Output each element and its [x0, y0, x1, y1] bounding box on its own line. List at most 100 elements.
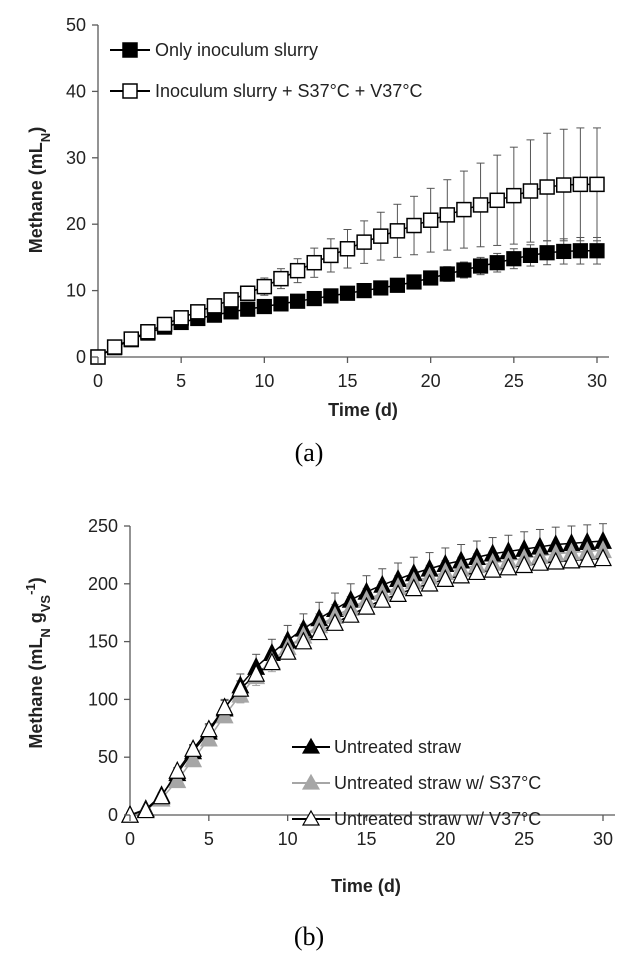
data-point-a-1-12 — [289, 262, 306, 279]
data-point-a-0-9 — [240, 301, 256, 317]
ticks-b: 0 50 100 150 200 250 0 5 10 15 20 25 30 — [88, 516, 613, 849]
y-axis-title-a: Methane (mLN) — [26, 127, 53, 253]
y-axis-title-a-sub: N — [38, 133, 53, 142]
data-point-a-1-30 — [589, 176, 605, 193]
data-point-a-0-10 — [256, 298, 272, 315]
data-point-b-2-28 — [562, 550, 581, 569]
data-point-a-1-5 — [173, 310, 189, 326]
x-tick-label-b-5: 25 — [514, 829, 534, 849]
data-point-b-2-10 — [278, 641, 297, 660]
legend-a-label-1: Inoculum slurry + S37°C + V37°C — [155, 81, 423, 101]
markers-a — [90, 176, 605, 365]
data-point-b-2-20 — [436, 569, 455, 587]
data-point-b-2-9 — [262, 652, 281, 671]
legend-b-label-1: Untreated straw w/ S37°C — [334, 773, 541, 793]
data-point-a-0-16 — [356, 283, 372, 299]
data-point-b-2-3 — [168, 760, 187, 779]
x-tick-label-b-0: 0 — [125, 829, 135, 849]
data-point-a-1-22 — [456, 201, 472, 218]
data-point-a-0-15 — [339, 285, 356, 301]
legend-b-label-0: Untreated straw — [334, 737, 462, 757]
data-point-b-2-2 — [152, 786, 171, 805]
y-tick-label-a-3: 30 — [66, 148, 86, 168]
data-point-a-1-6 — [190, 304, 206, 320]
data-point-b-2-15 — [357, 596, 376, 615]
data-point-a-1-18 — [389, 223, 406, 239]
y-tick-label-a-2: 20 — [66, 214, 86, 234]
data-point-a-1-27 — [539, 179, 555, 195]
data-point-b-2-8 — [247, 663, 266, 682]
data-point-a-0-20 — [423, 270, 439, 286]
panel-label-a: (a) — [295, 438, 324, 467]
data-point-b-2-27 — [546, 551, 565, 570]
x-axis-title-a: Time (d) — [328, 400, 398, 420]
data-point-a-0-22 — [456, 262, 472, 278]
legend-b: Untreated straw Untreated straw w/ S37°C… — [292, 737, 541, 829]
data-point-a-0-28 — [556, 243, 572, 260]
y-tick-label-b-2: 100 — [88, 689, 118, 709]
y-axis-title-b: Methane (mLN gVS-1) — [23, 577, 53, 748]
y-axis-title-a-main: Methane (mL — [26, 142, 46, 253]
y-axis-title-b-sup: -1 — [23, 583, 38, 595]
x-tick-label-a-4: 20 — [421, 371, 441, 391]
y-tick-label-a-5: 50 — [66, 15, 86, 35]
data-point-a-0-21 — [439, 266, 455, 282]
series-line-a-1 — [97, 183, 597, 358]
series-lines-a — [97, 183, 597, 358]
legend-b-marker-2 — [301, 809, 321, 826]
data-point-a-0-17 — [373, 280, 389, 296]
y-tick-label-a-1: 10 — [66, 281, 86, 301]
data-point-a-1-17 — [373, 228, 389, 244]
y-tick-label-a-4: 40 — [66, 81, 86, 101]
chart-a: 0 10 20 30 40 50 0 5 10 15 20 25 30 Time (d) Methane… — [26, 15, 609, 467]
data-point-b-2-5 — [199, 719, 218, 738]
data-point-b-2-26 — [530, 552, 549, 571]
x-tick-label-a-1: 5 — [176, 371, 186, 391]
data-point-a-1-21 — [439, 207, 456, 223]
axes-b — [129, 526, 615, 816]
data-point-a-1-1 — [106, 339, 123, 355]
data-point-b-2-0 — [121, 804, 139, 823]
data-point-a-1-16 — [356, 234, 372, 250]
data-point-a-0-26 — [522, 247, 539, 264]
y-axis-title-b-main: Methane (mL — [26, 638, 46, 749]
data-point-a-1-3 — [140, 324, 156, 340]
y-axis-title-b-close: ) — [26, 577, 46, 583]
data-point-b-2-6 — [215, 697, 234, 716]
panel-label-b: (b) — [294, 922, 324, 951]
data-point-a-1-20 — [422, 212, 439, 228]
x-tick-label-b-3: 15 — [356, 829, 376, 849]
y-tick-label-b-1: 50 — [98, 747, 118, 767]
data-point-a-0-13 — [306, 290, 322, 307]
data-point-a-1-23 — [472, 197, 489, 213]
data-point-a-1-7 — [206, 298, 223, 314]
data-point-b-2-19 — [420, 573, 439, 592]
legend-a-label-0: Only inoculum slurry — [155, 40, 318, 60]
x-tick-label-b-1: 5 — [204, 829, 214, 849]
legend-a-marker-0 — [122, 42, 138, 58]
data-point-a-1-4 — [156, 316, 173, 333]
data-point-b-1-4 — [184, 749, 203, 768]
data-point-b-1-3 — [168, 770, 187, 789]
data-point-b-2-18 — [404, 578, 423, 597]
x-tick-label-b-6: 30 — [593, 829, 613, 849]
data-point-a-0-12 — [290, 293, 306, 309]
y-tick-label-b-3: 150 — [88, 632, 118, 652]
data-point-a-0-27 — [539, 245, 555, 261]
data-point-a-0-23 — [472, 258, 489, 274]
data-point-a-0-29 — [572, 243, 588, 259]
x-axis-title-b: Time (d) — [331, 876, 401, 896]
x-tick-label-a-5: 25 — [504, 371, 524, 391]
y-axis-title-a-close: ) — [26, 127, 46, 133]
legend-b-marker-1 — [301, 773, 321, 790]
y-tick-label-b-4: 200 — [88, 574, 118, 594]
data-point-b-2-25 — [515, 555, 534, 574]
y-axis-title-b-mid: g — [26, 612, 46, 628]
legend-b-marker-0 — [301, 737, 321, 754]
x-tick-label-b-4: 20 — [435, 829, 455, 849]
data-point-a-1-2 — [123, 331, 140, 347]
x-tick-label-b-2: 10 — [278, 829, 298, 849]
legend-b-label-2: Untreated straw w/ V37°C — [334, 809, 541, 829]
markers-b — [121, 530, 612, 823]
data-point-a-1-8 — [223, 292, 239, 308]
